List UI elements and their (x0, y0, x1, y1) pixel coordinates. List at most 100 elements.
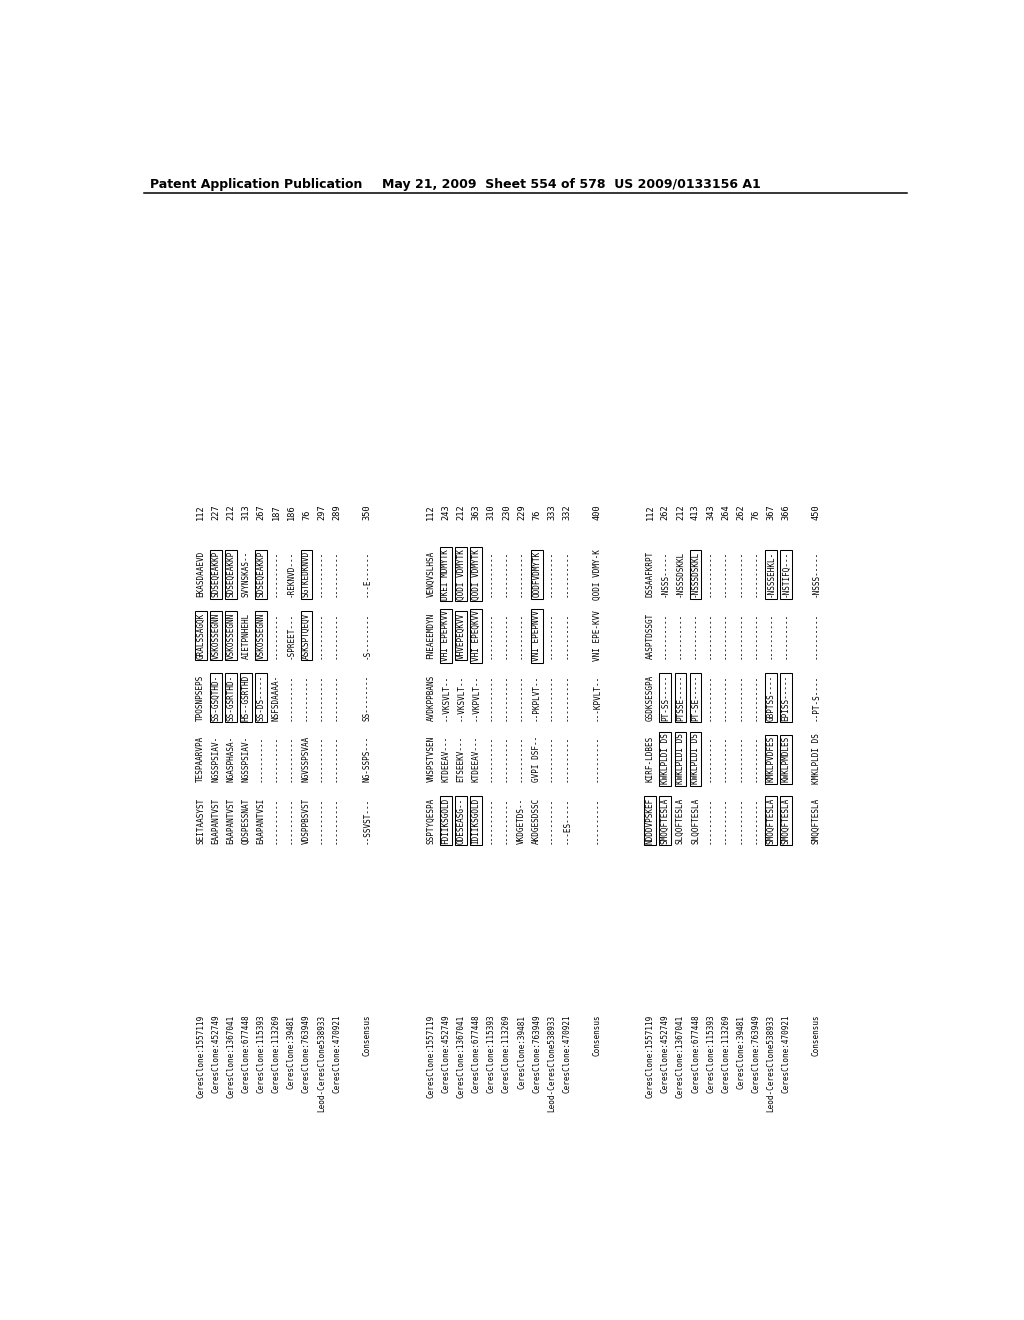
Text: ----------: ---------- (517, 675, 526, 721)
Text: SEITAASYST: SEITAASYST (197, 797, 205, 843)
Text: ----------: ---------- (736, 550, 745, 598)
Text: SMQQFTESLA: SMQQFTESLA (812, 797, 821, 843)
Text: ----------: ---------- (812, 612, 821, 659)
Text: SS-GSRTHD-: SS-GSRTHD- (226, 675, 236, 721)
Text: Patent Application Publication: Patent Application Publication (150, 178, 362, 190)
Text: SS--------: SS-------- (362, 675, 372, 721)
Text: SMOQFTESLA: SMOQFTESLA (767, 797, 775, 843)
Text: ----------: ---------- (317, 675, 326, 721)
Text: GBPTSS----: GBPTSS---- (767, 675, 775, 721)
Text: ----------: ---------- (767, 612, 775, 659)
Text: ----------: ---------- (593, 797, 602, 843)
Text: ----------: ---------- (593, 735, 602, 783)
Text: 112: 112 (426, 504, 435, 520)
Text: CeresClone:763949: CeresClone:763949 (302, 1015, 311, 1093)
Text: ----------: ---------- (707, 612, 715, 659)
Text: 186: 186 (287, 504, 296, 520)
Text: CeresClone:677448: CeresClone:677448 (242, 1015, 251, 1093)
Text: IDIIKSGOLD: IDIIKSGOLD (472, 797, 480, 843)
Text: ODESEASG--: ODESEASG-- (457, 797, 466, 843)
Text: ----------: ---------- (660, 612, 670, 659)
Text: 262: 262 (660, 504, 670, 520)
Text: 212: 212 (226, 504, 236, 520)
Text: 450: 450 (812, 504, 821, 520)
Text: CeresClone:452749: CeresClone:452749 (211, 1015, 220, 1093)
Text: May 21, 2009  Sheet 554 of 578  US 2009/0133156 A1: May 21, 2009 Sheet 554 of 578 US 2009/01… (382, 178, 761, 190)
Text: CeresClone:470921: CeresClone:470921 (781, 1015, 791, 1093)
Text: SSPTYQESPA: SSPTYQESPA (426, 797, 435, 843)
Text: EPISS-----: EPISS----- (781, 675, 791, 721)
Text: KWKLPLDI DS: KWKLPLDI DS (660, 734, 670, 784)
Text: CeresClone:39481: CeresClone:39481 (517, 1015, 526, 1089)
Text: CeresClone:1557119: CeresClone:1557119 (426, 1015, 435, 1098)
Text: 76: 76 (302, 510, 311, 520)
Text: ----------: ---------- (502, 550, 511, 598)
Text: CeresClone:1557119: CeresClone:1557119 (197, 1015, 205, 1098)
Text: HS--GSRTHD: HS--GSRTHD (242, 675, 251, 721)
Text: 76: 76 (532, 510, 541, 520)
Text: SMOQFTESLA: SMOQFTESLA (660, 797, 670, 843)
Text: Leod-CeresClone538933: Leod-CeresClone538933 (547, 1015, 556, 1111)
Text: ----------: ---------- (781, 612, 791, 659)
Text: CeresClone:1367041: CeresClone:1367041 (457, 1015, 466, 1098)
Text: KWKLPLDI DS: KWKLPLDI DS (676, 734, 685, 784)
Text: ----------: ---------- (317, 550, 326, 598)
Text: ----------: ---------- (302, 675, 311, 721)
Text: Consensus: Consensus (593, 1015, 602, 1056)
Text: ----------: ---------- (691, 612, 700, 659)
Text: ----------: ---------- (287, 797, 296, 843)
Text: -NSTIFQ---: -NSTIFQ--- (781, 550, 791, 598)
Text: ---ES-----: ---ES----- (562, 797, 571, 843)
Text: CeresClone:39481: CeresClone:39481 (287, 1015, 296, 1089)
Text: KTDEEAV---: KTDEEAV--- (472, 735, 480, 783)
Text: --VKSVLT--: --VKSVLT-- (457, 675, 466, 721)
Text: EAAPANTVST: EAAPANTVST (211, 797, 220, 843)
Text: ----------: ---------- (562, 612, 571, 659)
Text: CeresClone:1367041: CeresClone:1367041 (676, 1015, 685, 1098)
Text: NGSSPSIAV-: NGSSPSIAV- (211, 735, 220, 783)
Text: -NSSSDSKKL: -NSSSDSKKL (676, 550, 685, 598)
Text: ----------: ---------- (707, 797, 715, 843)
Text: 413: 413 (691, 504, 700, 520)
Text: VNSPSTVSEN: VNSPSTVSEN (426, 735, 435, 783)
Text: SLQOFTESLA: SLQOFTESLA (691, 797, 700, 843)
Text: KIRF-LDBES: KIRF-LDBES (646, 735, 654, 783)
Text: --PKPLVT--: --PKPLVT-- (532, 675, 541, 721)
Text: ----------: ---------- (721, 612, 730, 659)
Text: 227: 227 (211, 504, 220, 520)
Text: 366: 366 (781, 504, 791, 520)
Text: SMOQFTESLA: SMOQFTESLA (781, 797, 791, 843)
Text: AKDGESDSSC: AKDGESDSSC (532, 797, 541, 843)
Text: ----------: ---------- (736, 735, 745, 783)
Text: ----------: ---------- (752, 612, 761, 659)
Text: ----------: ---------- (752, 797, 761, 843)
Text: CeresClone:113269: CeresClone:113269 (721, 1015, 730, 1093)
Text: NDDDVPSKEF: NDDDVPSKEF (646, 797, 654, 843)
Text: SS-GSQTHD-: SS-GSQTHD- (211, 675, 220, 721)
Text: ----------: ---------- (752, 675, 761, 721)
Text: VSKOSSEGNN: VSKOSSEGNN (211, 612, 220, 659)
Text: 400: 400 (593, 504, 602, 520)
Text: AASPTDSSGT: AASPTDSSGT (646, 612, 654, 659)
Text: ----------: ---------- (502, 735, 511, 783)
Text: ----------: ---------- (562, 550, 571, 598)
Text: CeresClone:677448: CeresClone:677448 (691, 1015, 700, 1093)
Text: SDSEQEAKKP: SDSEQEAKKP (257, 550, 265, 598)
Text: 112: 112 (646, 504, 654, 520)
Text: 187: 187 (271, 504, 281, 520)
Text: DKEI MDMYTK: DKEI MDMYTK (441, 549, 451, 599)
Text: ----------: ---------- (486, 797, 496, 843)
Text: 243: 243 (441, 504, 451, 520)
Text: -NSSS-----: -NSSS----- (812, 550, 821, 598)
Text: VNI EPEPNVV: VNI EPEPNVV (532, 610, 541, 661)
Text: ----------: ---------- (502, 675, 511, 721)
Text: ----------: ---------- (721, 550, 730, 598)
Text: CeresClone:677448: CeresClone:677448 (472, 1015, 480, 1093)
Text: QDSPESSNAT: QDSPESSNAT (242, 797, 251, 843)
Text: CeresClone:1557119: CeresClone:1557119 (646, 1015, 654, 1098)
Text: ----------: ---------- (332, 735, 341, 783)
Text: GRALSSAGQK: GRALSSAGQK (197, 612, 205, 659)
Text: --SSVST---: --SSVST--- (362, 797, 372, 843)
Text: ----------: ---------- (517, 550, 526, 598)
Text: -NSSSEHKL-: -NSSSEHKL- (767, 550, 775, 598)
